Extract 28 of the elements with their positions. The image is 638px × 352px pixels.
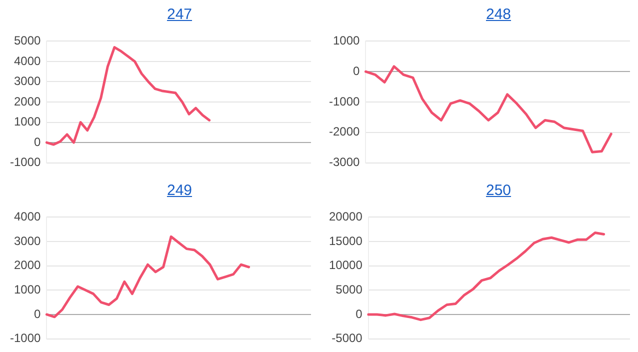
y-tick-label: -5000 bbox=[332, 331, 363, 346]
y-tick-label: 2000 bbox=[14, 258, 42, 272]
y-tick-label: 0 bbox=[353, 64, 360, 78]
y-tick-label: -3000 bbox=[328, 155, 360, 170]
y-tick-label: 0 bbox=[34, 134, 42, 149]
chart-title: 250 bbox=[484, 182, 512, 199]
chart-title: 248 bbox=[484, 6, 512, 23]
y-tick-label: 0 bbox=[356, 306, 363, 321]
chart-title: 249 bbox=[166, 182, 194, 199]
y-tick-label: 0 bbox=[34, 306, 42, 321]
y-tick-label: 4000 bbox=[14, 54, 42, 68]
y-tick-label: 10000 bbox=[328, 258, 363, 272]
y-tick-label: 5000 bbox=[336, 282, 363, 296]
y-tick-label: 20000 bbox=[328, 210, 363, 224]
y-tick-label: 5000 bbox=[14, 34, 42, 48]
y-tick-label: -1000 bbox=[10, 331, 42, 346]
y-tick-label: 3000 bbox=[14, 234, 42, 248]
y-tick-label: 15000 bbox=[328, 234, 363, 248]
y-tick-label: 1000 bbox=[14, 114, 42, 129]
y-tick-label: -1000 bbox=[10, 155, 42, 170]
y-tick-label: 1000 bbox=[332, 34, 360, 48]
y-tick-label: 2000 bbox=[14, 94, 42, 108]
y-tick-label: -2000 bbox=[328, 124, 360, 139]
y-tick-label: 1000 bbox=[14, 282, 42, 296]
y-tick-label: -1000 bbox=[328, 94, 360, 108]
y-tick-label: 4000 bbox=[14, 210, 42, 224]
chart-title: 247 bbox=[166, 6, 194, 23]
y-tick-label: 3000 bbox=[14, 74, 42, 88]
